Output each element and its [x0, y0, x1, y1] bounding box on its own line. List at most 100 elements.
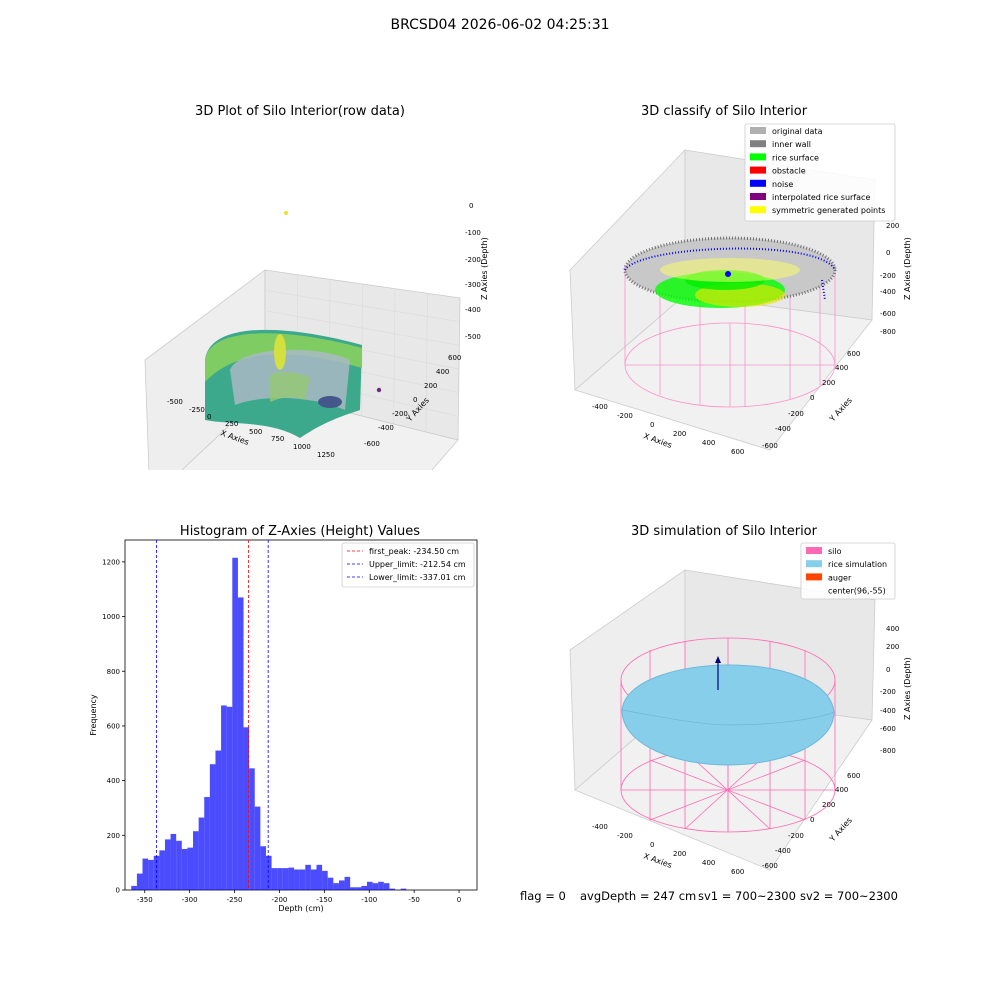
raw-ytick: 200	[424, 382, 437, 390]
sv2-text: sv2 = 700~2300	[800, 889, 898, 903]
sim-xtick: -400	[592, 823, 608, 831]
histogram-bar	[136, 873, 143, 890]
classify-ztick: -200	[880, 272, 896, 280]
histogram-bar	[193, 831, 199, 890]
legend-label: interpolated rice surface	[772, 193, 870, 202]
classify-ytick: 400	[835, 364, 848, 372]
avg-depth-text: avgDepth = 247 cm	[580, 889, 697, 903]
legend-swatch	[750, 193, 766, 200]
x-tick-label: -150	[316, 896, 332, 904]
y-tick-label: 200	[107, 832, 120, 840]
classify-plot-title: 3D classify of Silo Interior	[640, 104, 808, 119]
x-tick-label: -250	[227, 896, 243, 904]
histogram-bar	[142, 858, 149, 890]
raw-ytick: -600	[364, 440, 380, 448]
histogram-bar	[131, 885, 137, 890]
raw-ytick: 600	[448, 354, 461, 362]
figure-title: BRCSD04 2026-06-02 04:25:31	[390, 17, 610, 33]
raw-ztick: -200	[465, 256, 481, 264]
classify-ztick: -800	[880, 328, 896, 336]
raw-3d-plot: -500 -250 0 250 500 750 1000 1250 600 40…	[144, 202, 489, 470]
histogram-bar	[215, 750, 222, 890]
legend-swatch	[806, 560, 822, 568]
x-tick-label: -200	[272, 896, 288, 904]
classify-ytick: 200	[822, 379, 835, 387]
histogram-bar	[350, 887, 356, 890]
raw-ztick: -100	[465, 229, 481, 237]
sim-ztick: 400	[886, 625, 899, 633]
raw-xtick: -250	[189, 406, 205, 414]
sim-ytick: -200	[788, 832, 804, 840]
histogram-xlabel: Depth (cm)	[278, 904, 323, 913]
histogram-bar	[249, 768, 255, 890]
simulation-axis-ticks: -400 -200 0 200 400 600 600 400 200 0 -2…	[592, 625, 899, 876]
raw-zlabel: Z Axies (Depth)	[480, 237, 489, 300]
histogram-x-ticks: -350 -300 -250 -200 -150 -100 -50 0	[137, 890, 461, 904]
sim-xtick: -200	[617, 832, 633, 840]
legend-swatch	[806, 573, 822, 581]
classify-silo-wireframe	[624, 265, 836, 408]
histogram-bar	[243, 727, 250, 890]
histogram-bar	[164, 839, 171, 890]
classify-xtick: 600	[731, 448, 744, 456]
y-tick-label: 1000	[102, 613, 120, 621]
sim-ztick: -800	[880, 747, 896, 755]
x-tick-label: -300	[182, 896, 198, 904]
histogram-legend: first_peak: -234.50 cm Upper_limit: -212.…	[341, 542, 475, 588]
classify-3d-plot: -400 -200 0 200 400 600 600 400 200 0 -2…	[569, 123, 912, 456]
x-tick-label: 0	[457, 896, 461, 904]
histogram-bar	[271, 868, 278, 890]
raw-axis-ticks: -500 -250 0 250 500 750 1000 1250 600 40…	[167, 202, 481, 459]
y-tick-label: 0	[116, 887, 120, 895]
histogram-bar	[322, 870, 328, 890]
legend-swatch	[750, 153, 766, 161]
sim-ztick: 0	[886, 666, 890, 674]
histogram-bar	[361, 885, 367, 890]
histogram-bar	[294, 869, 300, 890]
sim-ztick: -400	[880, 707, 896, 715]
simulation-plot-title: 3D simulation of Silo Interior	[631, 524, 817, 539]
legend-label: symmetric generated points	[772, 206, 885, 215]
classify-zlabel: Z Axies (Depth)	[903, 237, 912, 300]
classify-xlabel: X Axies	[642, 431, 673, 450]
raw-plot-title: 3D Plot of Silo Interior(row data)	[195, 104, 405, 119]
histogram-bar	[181, 848, 188, 890]
legend-swatch	[750, 127, 766, 134]
sim-ytick: -600	[762, 862, 778, 870]
sv1-text: sv1 = 700~2300	[698, 889, 796, 903]
simulation-rice-surface	[621, 656, 835, 766]
classify-xtick: 0	[650, 421, 654, 429]
legend-swatch	[750, 179, 766, 187]
classify-ztick: -600	[880, 310, 896, 318]
legend-label: obstacle	[772, 167, 806, 176]
histogram-bar	[316, 864, 323, 890]
simulation-legend: silo rice simulation auger center(96,-55)	[800, 542, 896, 600]
histogram-bar	[305, 864, 311, 890]
classify-xtick: 200	[673, 430, 686, 438]
raw-ztick: -500	[465, 333, 481, 341]
legend-label: auger	[828, 573, 852, 582]
raw-xtick: 1000	[293, 443, 311, 451]
histogram-bar	[221, 705, 227, 890]
histogram-bar	[260, 846, 266, 890]
histogram-bar	[148, 859, 154, 890]
legend-label: original data	[772, 127, 823, 136]
classify-ytick: 600	[847, 350, 860, 358]
classify-ytick: -400	[775, 425, 791, 433]
raw-point-cloud	[205, 211, 382, 438]
classify-xtick: -200	[617, 412, 633, 420]
raw-ytick: -200	[392, 410, 408, 418]
raw-xtick: 1250	[317, 451, 335, 459]
legend-label: rice simulation	[828, 560, 887, 569]
classify-xtick: -400	[592, 403, 608, 411]
legend-swatch	[750, 140, 766, 148]
histogram-bar	[176, 840, 182, 890]
sim-xtick: 0	[650, 841, 654, 849]
sim-ztick: -600	[880, 725, 896, 733]
sim-ztick: 200	[886, 643, 899, 651]
histogram-bar	[198, 817, 205, 890]
sim-ztick: -200	[880, 688, 896, 696]
classify-xtick: 400	[702, 439, 715, 447]
raw-ytick: 0	[413, 396, 417, 404]
raw-ytick: -400	[378, 424, 394, 432]
